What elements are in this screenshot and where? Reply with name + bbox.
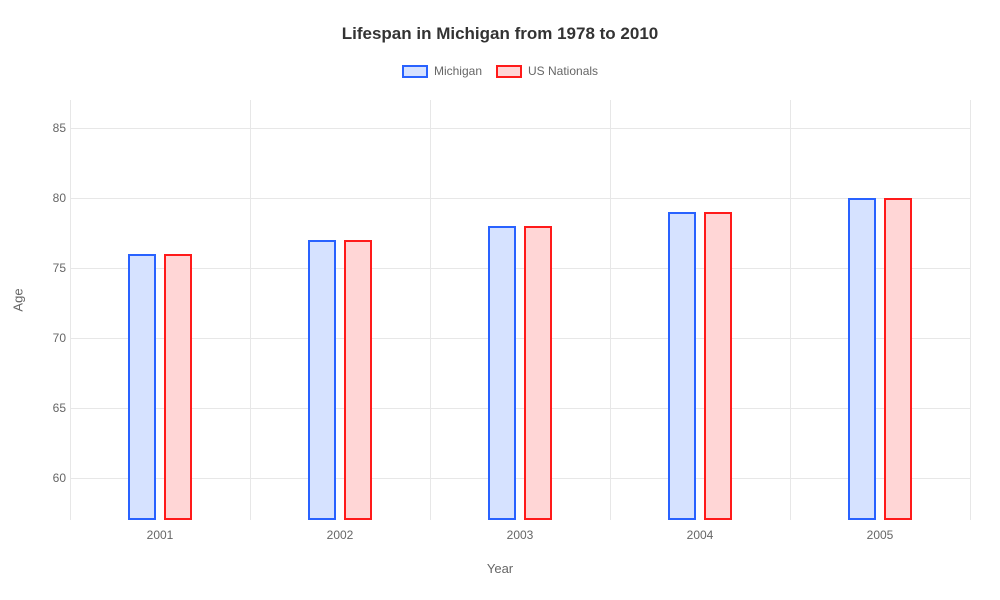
legend-label: US Nationals [528, 64, 598, 78]
y-tick-label: 85 [38, 121, 66, 135]
bar-michigan [308, 240, 336, 520]
gridline [70, 408, 970, 409]
vgridline [70, 100, 71, 520]
bar-us-nationals [524, 226, 552, 520]
vgridline [790, 100, 791, 520]
plot-area: 60657075808520012002200320042005 [70, 100, 970, 520]
chart-title: Lifespan in Michigan from 1978 to 2010 [0, 24, 1000, 44]
vgridline [250, 100, 251, 520]
x-tick-label: 2005 [850, 528, 910, 542]
x-tick-label: 2001 [130, 528, 190, 542]
gridline [70, 478, 970, 479]
gridline [70, 268, 970, 269]
y-tick-label: 65 [38, 401, 66, 415]
gridline [70, 338, 970, 339]
gridline [70, 128, 970, 129]
y-tick-label: 70 [38, 331, 66, 345]
y-tick-label: 75 [38, 261, 66, 275]
legend-label: Michigan [434, 64, 482, 78]
bar-us-nationals [344, 240, 372, 520]
bar-us-nationals [164, 254, 192, 520]
bar-michigan [488, 226, 516, 520]
x-tick-label: 2004 [670, 528, 730, 542]
vgridline [970, 100, 971, 520]
y-axis-label: Age [11, 288, 26, 311]
vgridline [430, 100, 431, 520]
gridline [70, 198, 970, 199]
x-tick-label: 2002 [310, 528, 370, 542]
legend: Michigan US Nationals [0, 64, 1000, 78]
legend-swatch-us-nationals [496, 65, 522, 78]
bar-michigan [848, 198, 876, 520]
legend-swatch-michigan [402, 65, 428, 78]
vgridline [610, 100, 611, 520]
bar-michigan [668, 212, 696, 520]
legend-item-us-nationals: US Nationals [496, 64, 598, 78]
y-tick-label: 60 [38, 471, 66, 485]
y-tick-label: 80 [38, 191, 66, 205]
chart-container: Lifespan in Michigan from 1978 to 2010 M… [0, 0, 1000, 600]
bar-michigan [128, 254, 156, 520]
x-tick-label: 2003 [490, 528, 550, 542]
x-axis-label: Year [0, 561, 1000, 576]
legend-item-michigan: Michigan [402, 64, 482, 78]
bar-us-nationals [884, 198, 912, 520]
bar-us-nationals [704, 212, 732, 520]
